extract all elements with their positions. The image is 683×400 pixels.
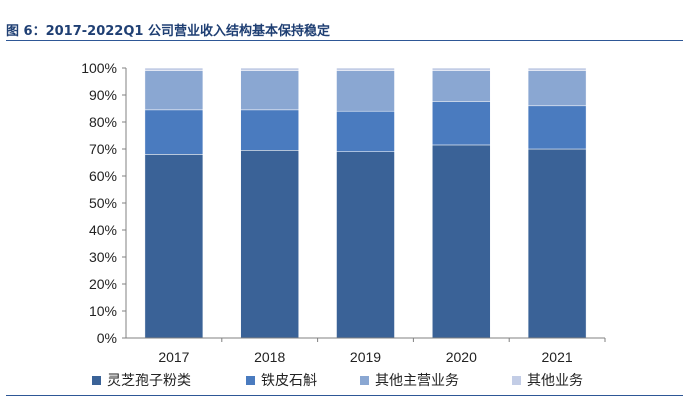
bar-segment-2021-series-3 <box>527 70 587 107</box>
x-tick-label-2021: 2021 <box>542 349 573 365</box>
legend-label: 其他主营业务 <box>375 373 459 389</box>
bar-segment-2017-series-4 <box>144 67 204 71</box>
legend-swatch <box>512 375 521 385</box>
y-tick-label: 40% <box>89 222 117 238</box>
bar-segment-2017-series-1 <box>144 154 204 339</box>
legend-item: 其他主营业务 <box>360 370 459 390</box>
bar-segment-2018-series-4 <box>240 67 299 71</box>
bar-segment-2021-series-2 <box>527 105 587 150</box>
legend-swatch <box>92 375 101 385</box>
x-axis: 2017 2018 2019 2020 2021 <box>158 338 606 365</box>
legend-label: 灵芝孢子粉类 <box>107 373 191 389</box>
bar-segment-2019-series-2 <box>336 110 395 152</box>
y-tick-label: 60% <box>89 168 117 184</box>
y-tick-label: 0% <box>97 330 117 346</box>
y-tick-label: 10% <box>89 303 117 319</box>
x-tick-label-2018: 2018 <box>254 349 285 365</box>
bar-segment-2021-series-1 <box>527 148 587 339</box>
bar-series <box>144 67 587 339</box>
legend-item: 其他业务 <box>512 370 583 390</box>
bar-segment-2017-series-3 <box>144 70 204 111</box>
legend-label: 其他业务 <box>527 373 583 389</box>
legend-item: 灵芝孢子粉类 <box>92 370 191 390</box>
bar-segment-2021-series-4 <box>527 67 587 71</box>
legend-item: 铁皮石斛 <box>246 370 317 390</box>
bar-segment-2018-series-2 <box>240 109 299 151</box>
bar-segment-2019-series-3 <box>336 70 395 112</box>
bar-segment-2019-series-4 <box>336 67 395 71</box>
bar-segment-2017-series-2 <box>144 109 204 155</box>
x-tick-label-2017: 2017 <box>158 349 189 365</box>
legend-label: 铁皮石斛 <box>261 373 317 389</box>
bar-segment-2020-series-2 <box>432 101 491 146</box>
title-divider <box>6 40 683 41</box>
y-tick-label: 90% <box>89 87 117 103</box>
y-tick-label: 70% <box>89 141 117 157</box>
y-tick-label: 80% <box>89 114 117 130</box>
legend-swatch <box>246 375 255 385</box>
legend-swatch <box>360 375 369 385</box>
bar-segment-2018-series-3 <box>240 70 299 111</box>
bar-segment-2019-series-1 <box>336 151 395 339</box>
bar-segment-2020-series-4 <box>432 67 491 71</box>
chart-legend: 灵芝孢子粉类 铁皮石斛 其他主营业务 其他业务 <box>0 370 683 390</box>
bar-segment-2018-series-1 <box>240 150 299 339</box>
x-tick-label-2020: 2020 <box>446 349 477 365</box>
x-tick-label-2019: 2019 <box>350 349 381 365</box>
y-axis: 0% 10% 20% 30% 40% 50% 60% 70% 80% 90% 100% <box>81 60 126 346</box>
y-tick-label: 50% <box>89 195 117 211</box>
bar-segment-2020-series-3 <box>432 70 491 102</box>
y-tick-label: 20% <box>89 276 117 292</box>
bar-segment-2020-series-1 <box>432 144 491 339</box>
y-tick-label: 100% <box>81 60 117 76</box>
figure-title: 图 6：2017-2022Q1 公司营业收入结构基本保持稳定 <box>6 24 330 39</box>
y-tick-label: 30% <box>89 249 117 265</box>
source-divider <box>6 395 683 396</box>
